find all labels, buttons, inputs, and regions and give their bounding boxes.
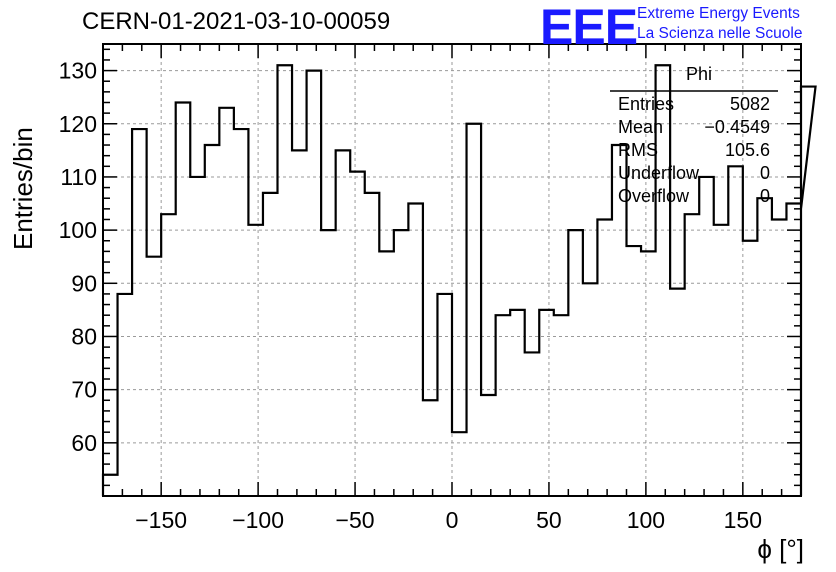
eee-logo: EEE (540, 0, 638, 55)
stats-row-label: Mean (618, 117, 663, 137)
y-tick-label: 60 (71, 430, 97, 456)
logo-caption: Extreme Energy Events La Scienza nelle S… (637, 4, 802, 44)
histogram-line (101, 64, 817, 496)
y-tick-label: 130 (59, 58, 97, 84)
stats-box: Phi Entries 5082 Mean −0.4549 RMS 105.6 Underfl… (610, 64, 778, 206)
x-tick-label: 100 (627, 507, 665, 533)
x-tick-label: −150 (135, 507, 187, 533)
stats-row-label: Overflow (618, 186, 690, 206)
stats-row-value: −0.4549 (704, 117, 770, 137)
y-tick-label: 100 (59, 217, 97, 243)
x-tick-label: 0 (446, 507, 459, 533)
x-tick-label: −100 (232, 507, 284, 533)
y-tick-label: 90 (71, 270, 97, 296)
run-title: CERN-01-2021-03-10-00059 (82, 8, 391, 35)
y-axis-label-wrap: Entries/bin (8, 127, 38, 250)
x-tick-labels: −150 −100 −50 0 50 100 150 (135, 507, 762, 533)
logo-caption-line1: Extreme Energy Events (637, 5, 800, 22)
x-tick-label: 50 (536, 507, 562, 533)
stats-row-value: 5082 (730, 94, 770, 114)
stats-row-label: RMS (618, 140, 658, 160)
x-tick-label: −50 (336, 507, 375, 533)
stats-row-value: 105.6 (725, 140, 770, 160)
y-tick-label: 110 (60, 164, 97, 190)
stats-row-label: Underflow (618, 163, 700, 183)
y-tick-labels: 60 70 80 90 100 110 120 130 (59, 58, 97, 456)
stats-row-value: 0 (760, 163, 770, 183)
x-tick-label: 150 (724, 507, 762, 533)
x-axis-label: ϕ [°] (757, 534, 804, 564)
y-tick-label: 80 (71, 323, 97, 349)
y-tick-label: 120 (59, 111, 97, 137)
stats-row-value: 0 (760, 186, 770, 206)
y-tick-label: 70 (71, 377, 97, 403)
logo-caption-line2: La Scienza nelle Scuole (637, 25, 803, 42)
stats-row-label: Entries (618, 94, 674, 114)
stats-box-title: Phi (686, 64, 712, 84)
y-axis-label: Entries/bin (8, 127, 38, 250)
axis-ticks (102, 44, 802, 497)
